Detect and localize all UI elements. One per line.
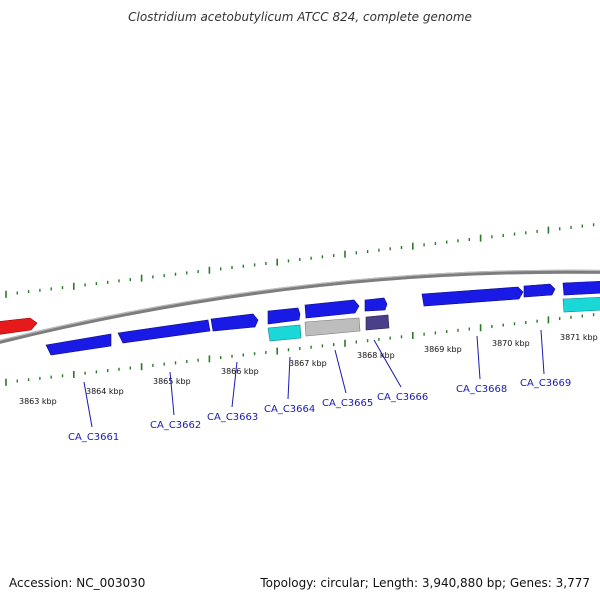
gene-arrow[interactable] bbox=[117, 319, 211, 344]
locus-label[interactable]: CA_C3664 bbox=[264, 404, 315, 415]
locus-leader-lines bbox=[83, 329, 545, 428]
kbp-label: 3864 kbp bbox=[86, 387, 124, 396]
kbp-label: 3863 kbp bbox=[19, 397, 57, 406]
gene-cyan-block[interactable] bbox=[267, 324, 302, 342]
gene-arrow[interactable] bbox=[562, 280, 600, 296]
gene-arrow[interactable] bbox=[523, 283, 556, 298]
gene-dark-block[interactable] bbox=[365, 314, 390, 331]
locus-label[interactable]: CA_C3661 bbox=[68, 432, 119, 443]
reverse-strand-genes bbox=[45, 296, 600, 356]
map-title: Clostridium acetobutylicum ATCC 824, com… bbox=[128, 10, 472, 24]
gene-arrow[interactable] bbox=[267, 307, 301, 325]
locus-label[interactable]: CA_C3668 bbox=[456, 384, 507, 395]
locus-label[interactable]: CA_C3665 bbox=[322, 398, 373, 409]
locus-label[interactable]: CA_C3663 bbox=[207, 412, 258, 423]
outer-tick-ring bbox=[5, 223, 595, 298]
accession-label: Accession: NC_003030 bbox=[9, 576, 146, 590]
kbp-label: 3871 kbp bbox=[560, 333, 598, 342]
gene-arrow[interactable] bbox=[45, 333, 112, 356]
genome-backbone-highlight bbox=[0, 269, 600, 341]
forward-strand-genes bbox=[0, 280, 600, 335]
gene-cyan-block[interactable] bbox=[562, 296, 600, 313]
genome-backbone bbox=[0, 269, 600, 344]
locus-label[interactable]: CA_C3666 bbox=[377, 392, 428, 403]
gene-gray-block[interactable] bbox=[304, 317, 361, 337]
genome-info-label: Topology: circular; Length: 3,940,880 bp… bbox=[260, 576, 590, 590]
gene-red-arrow[interactable] bbox=[0, 317, 38, 335]
gene-arrow[interactable] bbox=[210, 313, 259, 332]
locus-labels: CA_C3661 CA_C3662 CA_C3663 CA_C3664 CA_C… bbox=[68, 378, 571, 443]
kbp-label: 3867 kbp bbox=[289, 359, 327, 368]
kbp-label: 3868 kbp bbox=[357, 351, 395, 360]
locus-label[interactable]: CA_C3662 bbox=[150, 420, 201, 431]
kbp-label: 3870 kbp bbox=[492, 339, 530, 348]
kbp-label: 3866 kbp bbox=[221, 367, 259, 376]
kbp-label: 3865 kbp bbox=[153, 377, 191, 386]
inner-tick-ring bbox=[5, 313, 595, 386]
gene-arrow[interactable] bbox=[364, 297, 388, 312]
gene-arrow[interactable] bbox=[421, 286, 524, 307]
kbp-labels: 3863 kbp 3864 kbp 3865 kbp 3866 kbp 3867… bbox=[19, 333, 598, 406]
gene-arrow[interactable] bbox=[304, 299, 360, 319]
locus-label[interactable]: CA_C3669 bbox=[520, 378, 571, 389]
kbp-label: 3869 kbp bbox=[424, 345, 462, 354]
